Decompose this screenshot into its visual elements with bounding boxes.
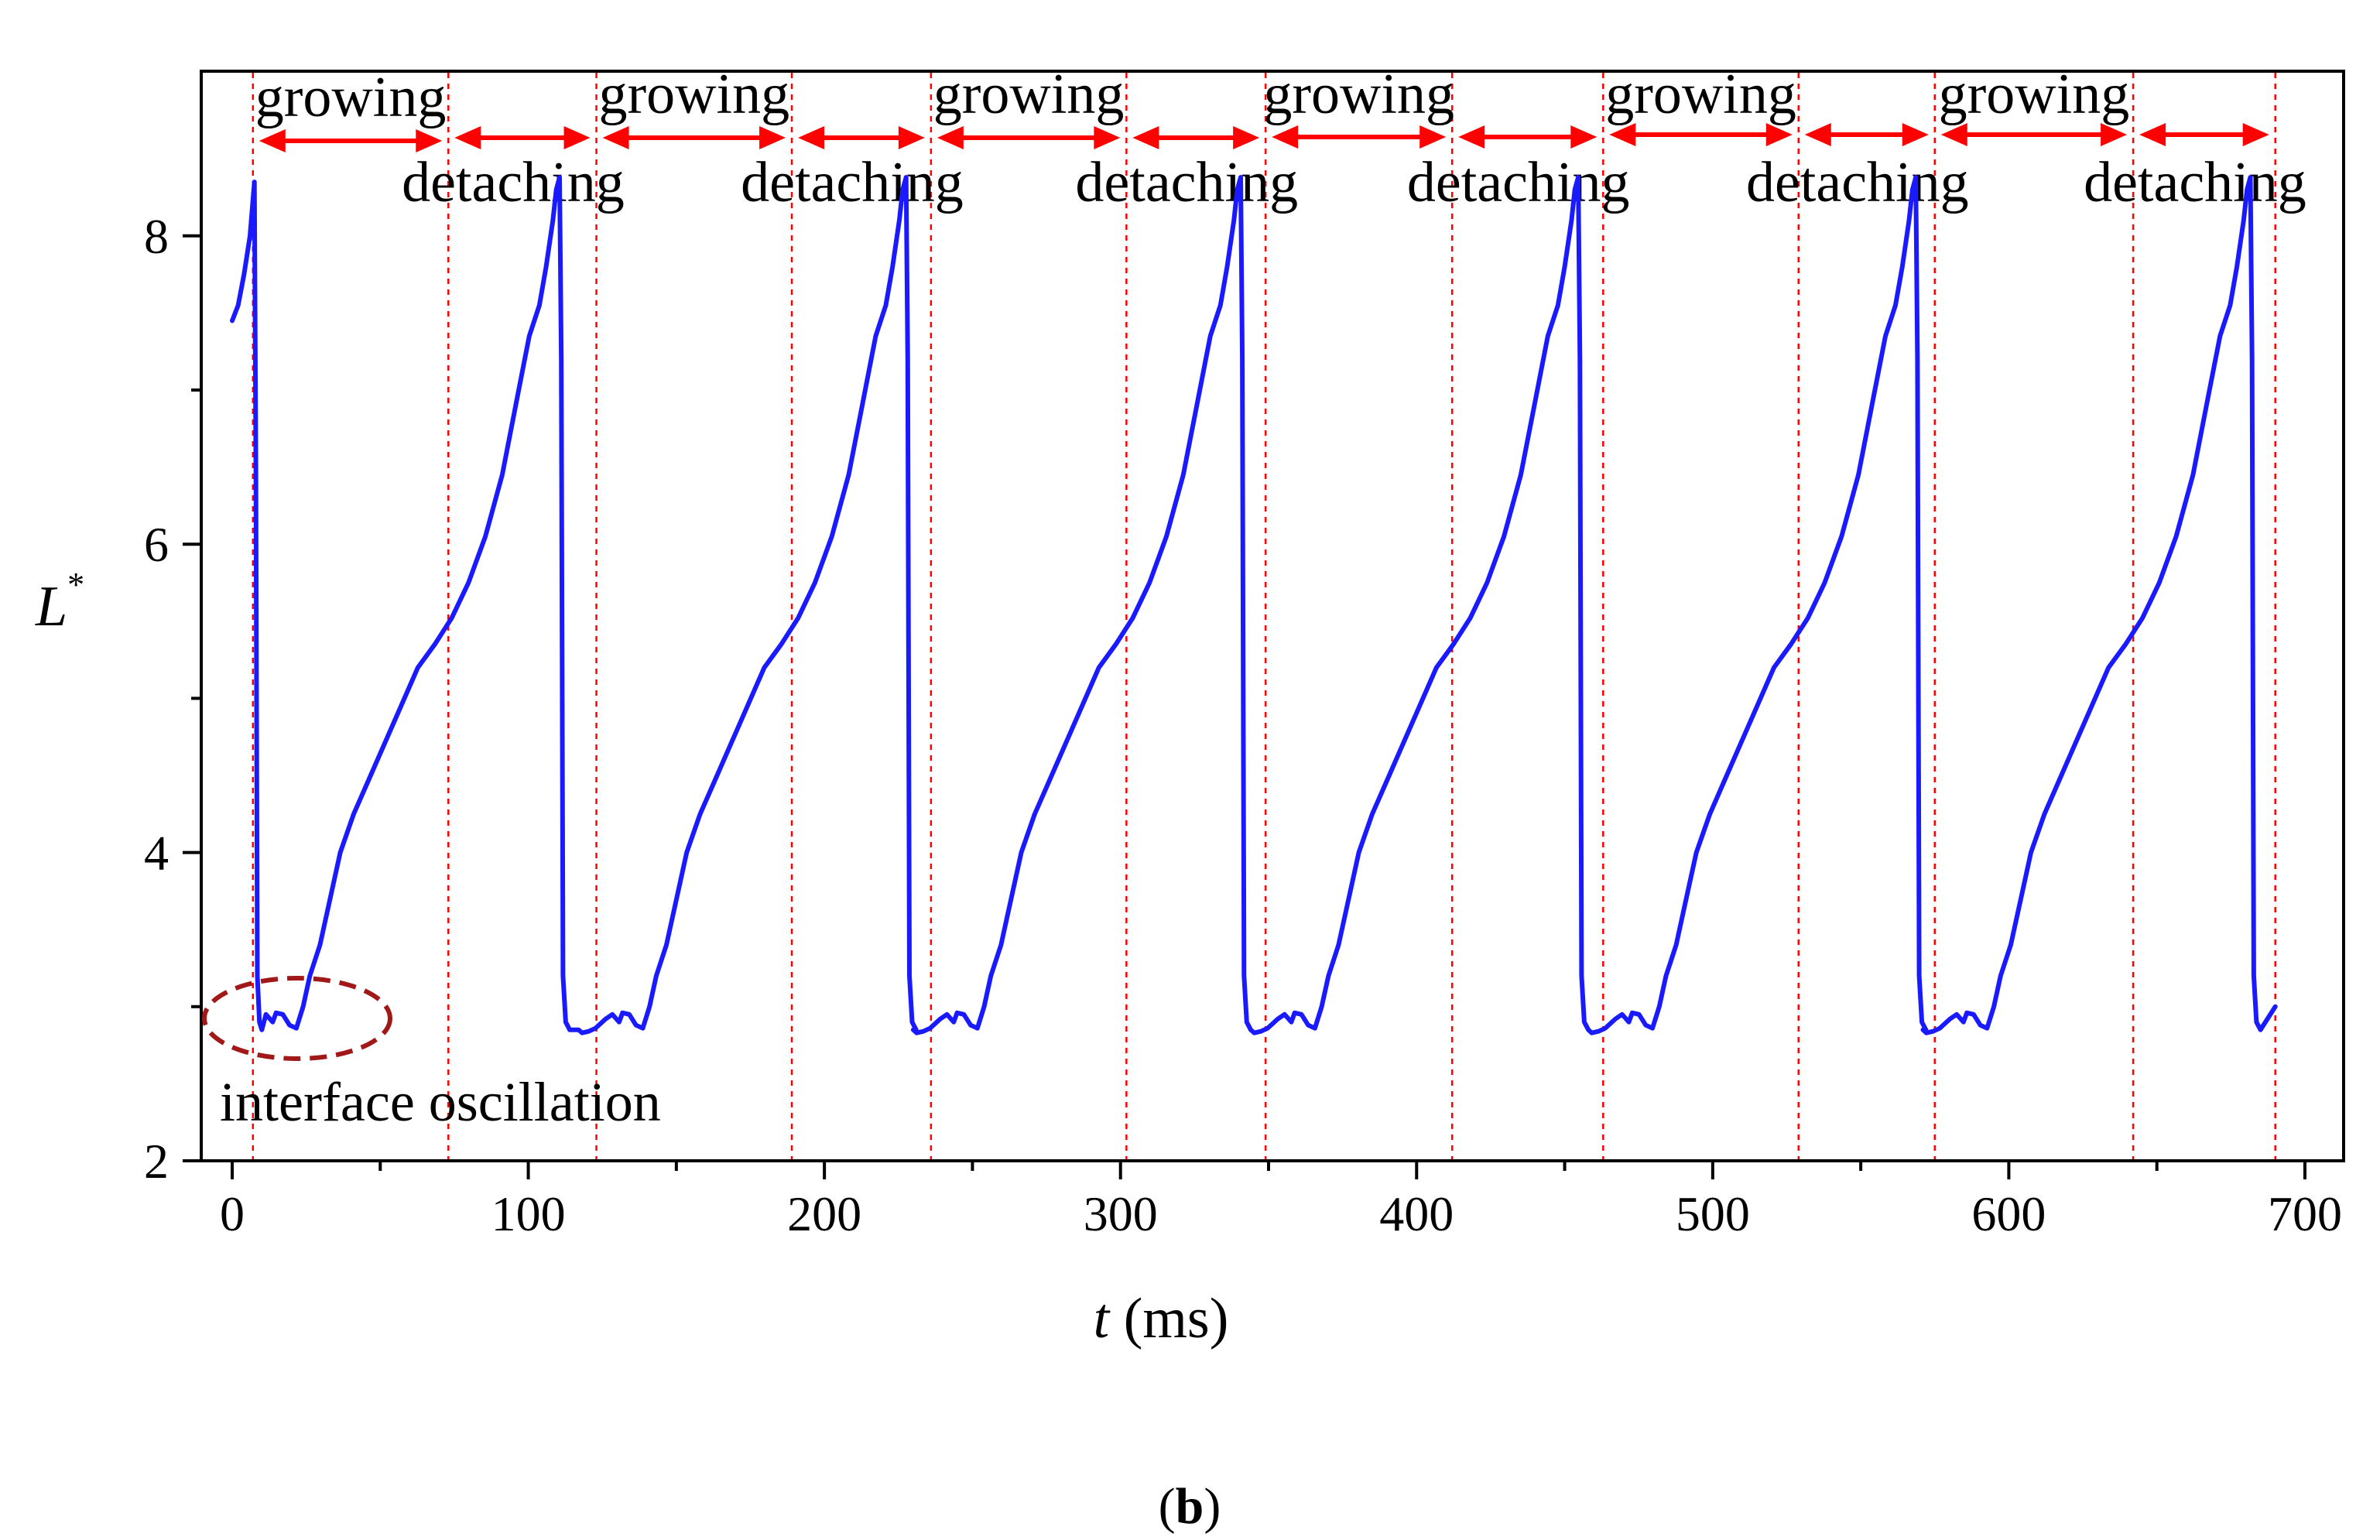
x-tick-label: 500 xyxy=(1676,1186,1750,1241)
x-axis-ticks: 0 100 200 300 400 500 600 700 xyxy=(220,1161,2342,1241)
phase-arrow-head-left xyxy=(602,126,629,149)
x-axis-title: t (ms) xyxy=(1094,1287,1229,1350)
phase-label-detaching: detaching xyxy=(402,151,625,214)
x-tick-label: 400 xyxy=(1379,1186,1454,1241)
phase-arrow-head-right xyxy=(416,129,443,152)
phase-arrow-head-left xyxy=(1272,125,1299,149)
phase-label-growing: growing xyxy=(1263,63,1454,126)
phase-arrow-head-right xyxy=(1765,123,1793,146)
phase-arrows xyxy=(259,123,2269,152)
x-tick-label: 600 xyxy=(1971,1186,2046,1241)
phase-arrow-head-left xyxy=(1609,123,1636,146)
phase-label-growing: growing xyxy=(1939,63,2130,126)
phase-arrow-head-right xyxy=(1094,126,1121,149)
phase-arrow-head-left xyxy=(2139,123,2166,146)
phase-label-growing: growing xyxy=(933,63,1125,126)
phase-label-detaching: detaching xyxy=(1407,151,1630,214)
phase-label-detaching: detaching xyxy=(741,151,964,214)
phase-label-detaching: detaching xyxy=(1746,151,1969,214)
cycle-markers xyxy=(252,73,2276,1159)
y-tick-label: 6 xyxy=(144,517,169,572)
y-tick-label: 8 xyxy=(144,209,169,264)
interface-oscillation-label: interface oscillation xyxy=(220,1071,661,1133)
x-tick-label: 100 xyxy=(491,1186,566,1241)
phase-arrow-head-left xyxy=(259,129,286,152)
plot-frame xyxy=(200,70,2345,1162)
phase-arrow-head-left xyxy=(798,126,825,149)
y-tick-label: 4 xyxy=(144,826,169,881)
phase-label-growing: growing xyxy=(1605,63,1796,126)
phase-arrow-head-left xyxy=(1804,123,1831,146)
interface-oscillation-ellipse xyxy=(202,976,392,1061)
phase-arrow-head-left xyxy=(1132,126,1159,149)
x-tick-label: 200 xyxy=(787,1186,861,1241)
y-axis-ticks: 2 4 6 8 xyxy=(144,209,201,1189)
phase-arrow-head-right xyxy=(2242,123,2269,146)
x-tick-label: 700 xyxy=(2268,1186,2342,1241)
phase-label-growing: growing xyxy=(255,66,447,129)
y-axis-title: L* xyxy=(35,566,84,638)
series-line-L* xyxy=(230,175,2278,1035)
phase-arrow-head-right xyxy=(563,126,591,149)
panel-label: (b) xyxy=(1159,1478,1221,1535)
phase-labels: growing detaching growing detaching growing d… xyxy=(255,63,2306,214)
phase-arrow-head-right xyxy=(1902,123,1929,146)
phase-arrow-head-right xyxy=(2101,123,2128,146)
phase-arrow-head-left xyxy=(937,126,964,149)
series-line-group xyxy=(230,175,2278,1035)
phase-arrow-head-right xyxy=(1570,125,1598,149)
phase-arrow-head-right xyxy=(759,126,786,149)
phase-arrow-head-left xyxy=(454,126,481,149)
x-tick-label: 300 xyxy=(1084,1186,1158,1241)
y-tick-label: 2 xyxy=(144,1134,169,1189)
phase-arrow-head-right xyxy=(898,126,925,149)
phase-arrow-head-right xyxy=(1419,125,1447,149)
phase-label-growing: growing xyxy=(598,63,789,126)
x-tick-label: 0 xyxy=(220,1186,245,1241)
phase-arrow-head-left xyxy=(1940,123,1967,146)
phase-arrow-head-left xyxy=(1458,125,1485,149)
phase-label-detaching: detaching xyxy=(2084,151,2306,214)
phase-arrow-head-right xyxy=(1233,126,1260,149)
phase-label-detaching: detaching xyxy=(1075,151,1298,214)
